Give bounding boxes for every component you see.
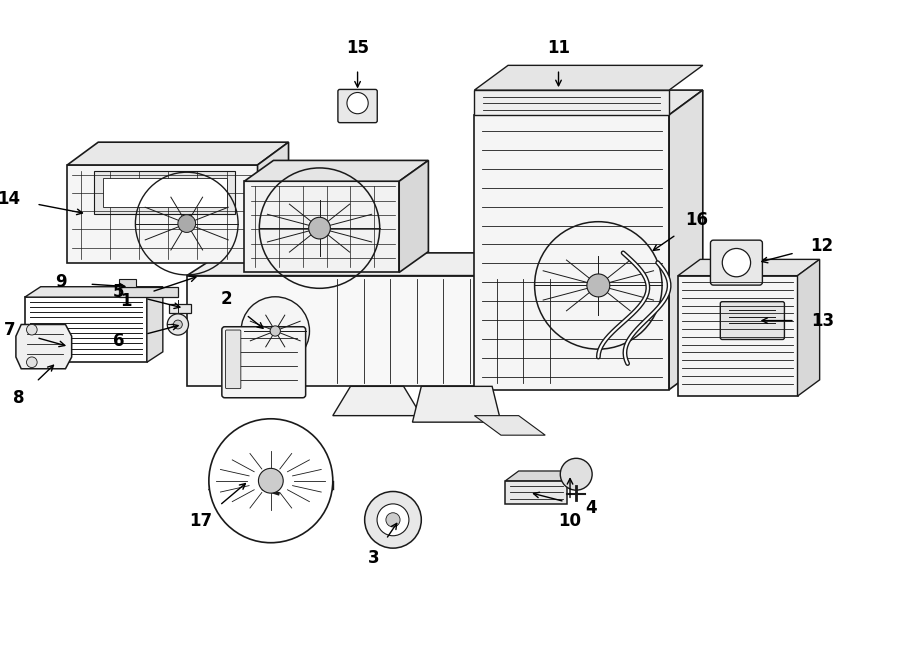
- Polygon shape: [333, 387, 421, 416]
- Polygon shape: [474, 66, 703, 90]
- Circle shape: [347, 93, 368, 114]
- Polygon shape: [562, 253, 598, 387]
- Polygon shape: [474, 90, 703, 115]
- Polygon shape: [474, 416, 545, 435]
- Polygon shape: [119, 279, 136, 287]
- FancyBboxPatch shape: [710, 240, 762, 285]
- FancyBboxPatch shape: [720, 302, 785, 340]
- Polygon shape: [670, 90, 703, 390]
- FancyBboxPatch shape: [221, 327, 306, 398]
- Text: 10: 10: [559, 512, 581, 530]
- Polygon shape: [506, 481, 567, 504]
- Polygon shape: [400, 160, 428, 272]
- Text: 4: 4: [586, 499, 598, 518]
- Polygon shape: [244, 181, 400, 272]
- Text: 1: 1: [120, 291, 131, 310]
- Polygon shape: [147, 287, 163, 362]
- Polygon shape: [412, 387, 501, 422]
- Circle shape: [587, 274, 610, 297]
- Polygon shape: [797, 260, 820, 396]
- Polygon shape: [24, 297, 147, 362]
- Text: 12: 12: [810, 237, 833, 255]
- Polygon shape: [169, 304, 191, 312]
- Text: 11: 11: [547, 40, 570, 58]
- Polygon shape: [186, 275, 562, 387]
- Text: 15: 15: [346, 40, 369, 58]
- Polygon shape: [24, 287, 163, 297]
- Circle shape: [209, 419, 333, 543]
- Text: 16: 16: [686, 211, 708, 230]
- Polygon shape: [257, 142, 289, 263]
- Polygon shape: [16, 324, 72, 369]
- Text: 7: 7: [4, 321, 15, 339]
- FancyBboxPatch shape: [226, 330, 241, 389]
- Polygon shape: [68, 165, 257, 263]
- Text: 8: 8: [14, 389, 25, 407]
- Polygon shape: [68, 142, 289, 165]
- Polygon shape: [474, 90, 670, 115]
- Circle shape: [386, 513, 400, 527]
- Polygon shape: [103, 178, 227, 207]
- Polygon shape: [678, 275, 797, 396]
- Circle shape: [241, 297, 310, 365]
- Text: 14: 14: [0, 190, 21, 208]
- Circle shape: [26, 357, 37, 367]
- Circle shape: [377, 504, 409, 536]
- Circle shape: [174, 320, 183, 329]
- Text: 6: 6: [112, 332, 124, 350]
- Polygon shape: [244, 160, 428, 181]
- Text: 3: 3: [367, 549, 379, 567]
- Circle shape: [270, 326, 281, 336]
- Polygon shape: [678, 260, 820, 275]
- Text: 9: 9: [55, 273, 67, 291]
- Text: 13: 13: [812, 312, 834, 330]
- FancyBboxPatch shape: [338, 89, 377, 122]
- Circle shape: [178, 214, 195, 232]
- Text: 2: 2: [221, 291, 233, 308]
- Polygon shape: [94, 171, 236, 214]
- Text: 5: 5: [112, 283, 124, 301]
- Polygon shape: [506, 471, 580, 481]
- Circle shape: [561, 458, 592, 490]
- Text: 17: 17: [189, 512, 212, 530]
- Circle shape: [723, 248, 751, 277]
- Polygon shape: [474, 115, 670, 390]
- Circle shape: [167, 314, 188, 335]
- Circle shape: [364, 491, 421, 548]
- Polygon shape: [186, 253, 598, 275]
- Circle shape: [26, 324, 37, 335]
- Circle shape: [309, 217, 330, 239]
- Polygon shape: [119, 287, 178, 297]
- Circle shape: [258, 468, 284, 493]
